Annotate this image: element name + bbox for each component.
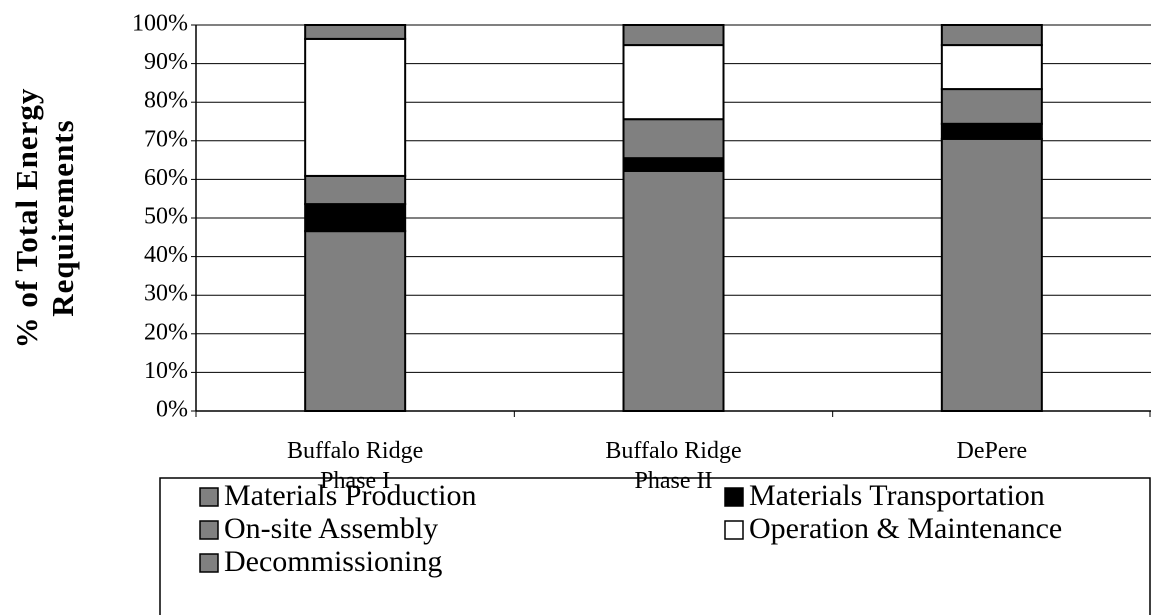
- legend-label: Operation & Maintenance: [749, 512, 1063, 545]
- legend-swatch: [199, 520, 219, 540]
- y-tick-label: 100%: [132, 11, 188, 37]
- y-tick-label: 70%: [144, 126, 188, 152]
- y-tick-label: 0%: [156, 397, 188, 423]
- bar-segment: [304, 24, 407, 40]
- legend-label: On-site Assembly: [224, 512, 439, 545]
- legend-label: Decommissioning: [224, 545, 443, 578]
- legend-box: [159, 477, 1151, 615]
- bar-segment: [304, 230, 407, 412]
- legend-swatch: [199, 553, 219, 573]
- bar-segment: [622, 44, 725, 121]
- y-tick-label: 20%: [144, 319, 188, 345]
- x-tick-label: Buffalo Ridge Phase I: [287, 438, 424, 494]
- x-tick-label: DePere: [956, 438, 1028, 464]
- bar-segment: [622, 118, 725, 160]
- bar-segment: [940, 137, 1043, 412]
- bar-segment: [940, 24, 1043, 47]
- y-tick-label: 80%: [144, 88, 188, 114]
- y-tick-label: 60%: [144, 165, 188, 191]
- legend-label: Materials Transportation: [749, 479, 1045, 512]
- bar-segment: [940, 122, 1043, 140]
- bar-segment: [304, 203, 407, 233]
- bar-segment: [622, 169, 725, 412]
- legend-swatch: [724, 487, 744, 507]
- legend-swatch: [199, 487, 219, 507]
- x-tick-label: Buffalo Ridge Phase II: [605, 438, 742, 494]
- y-tick-label: 10%: [144, 358, 188, 384]
- y-tick-label: 90%: [144, 49, 188, 75]
- bar-segment: [622, 24, 725, 47]
- bar-segment: [940, 88, 1043, 125]
- y-tick-label: 30%: [144, 281, 188, 307]
- bar-segment: [940, 44, 1043, 91]
- legend-label: Materials Production: [224, 479, 477, 512]
- bar-segment: [304, 37, 407, 177]
- bar-segment: [304, 174, 407, 206]
- y-tick-label: 50%: [144, 204, 188, 230]
- bar-segment: [622, 157, 725, 172]
- y-axis-label: % of Total Energy Requirements: [9, 87, 80, 349]
- legend-swatch: [724, 520, 744, 540]
- y-tick-label: 40%: [144, 242, 188, 268]
